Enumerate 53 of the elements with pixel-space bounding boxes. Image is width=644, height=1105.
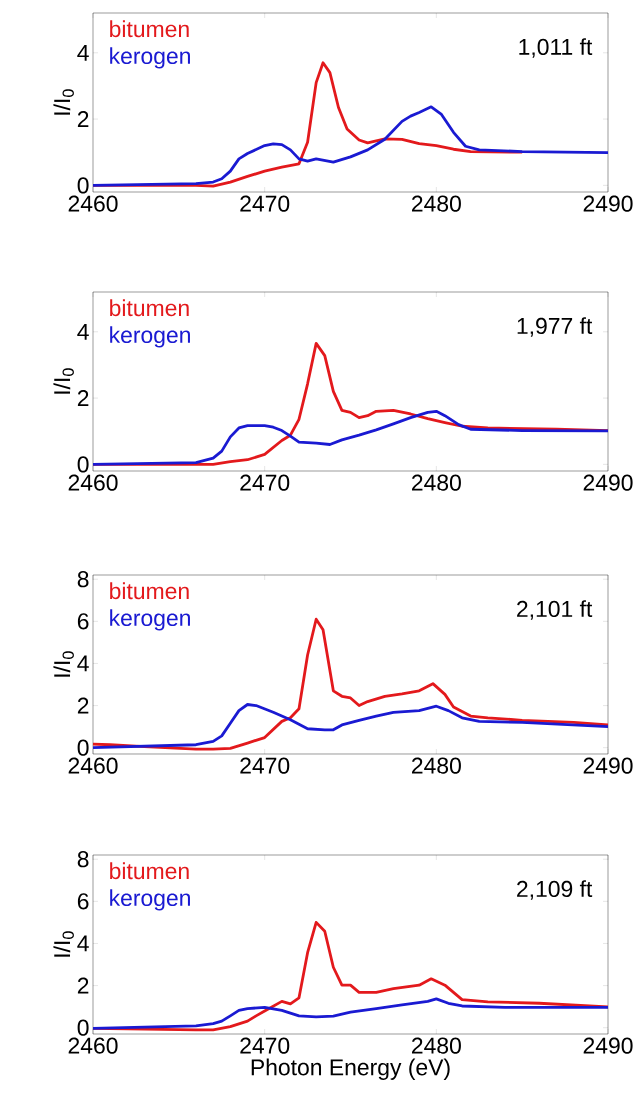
y-axis-title: I/I$_{0}$ <box>53 368 74 394</box>
annotation: 1,977 ft <box>517 317 593 337</box>
y-tick-label: 0 <box>77 177 89 194</box>
y-tick-label: 4 <box>77 655 89 672</box>
x-tick-label: 2490 <box>583 195 633 212</box>
x-tick-label: 2460 <box>68 474 118 491</box>
text: bitumen <box>110 862 189 880</box>
x-tick-label: 2480 <box>412 757 461 774</box>
y-tick-label: 0 <box>77 456 89 473</box>
x-tick-label: 2460 <box>68 1037 118 1054</box>
annotation: 1,011 ft <box>519 38 593 58</box>
y-tick-label: 6 <box>77 893 89 910</box>
y-tick-label: 2 <box>77 390 89 407</box>
x-tick-label: 2460 <box>68 195 118 212</box>
x-tick-label: 2490 <box>583 474 633 491</box>
y-axis-title: I/I$_{0}$ <box>53 651 74 677</box>
y-tick-label: 2 <box>77 977 89 994</box>
line-series <box>93 703 609 750</box>
x-tick-label: 2470 <box>240 757 290 774</box>
x-tick-label: 2470 <box>240 195 290 212</box>
y-tick-label: 0 <box>77 1019 89 1036</box>
text: kerogen <box>110 326 190 348</box>
y-tick-label: 4 <box>77 323 89 340</box>
y-tick-label: 0 <box>77 739 89 756</box>
y-tick-label: 6 <box>77 613 89 630</box>
y-axis-title: I/I$_{0}$ <box>53 89 74 115</box>
y-tick-label: 2 <box>77 111 89 128</box>
y-tick-label: 4 <box>77 44 89 61</box>
line-series <box>93 997 609 1030</box>
text: kerogen <box>110 889 190 911</box>
x-axis-title: Photon Energy (eV) <box>251 1058 450 1080</box>
x-tick-label: 2490 <box>583 1037 633 1054</box>
annotation: 2,101 ft <box>517 600 593 620</box>
x-tick-label: 2470 <box>240 1037 290 1054</box>
text: bitumen <box>110 582 189 600</box>
y-tick-label: 8 <box>77 571 89 588</box>
y-axis-title: I/I$_{0}$ <box>53 931 74 957</box>
x-tick-label: 2490 <box>583 757 633 774</box>
x-tick-label: 2470 <box>240 474 290 491</box>
y-tick-label: 8 <box>77 851 89 868</box>
x-tick-label: 2480 <box>412 1037 461 1054</box>
line-series <box>93 105 609 187</box>
y-tick-label: 2 <box>77 697 89 714</box>
text: bitumen <box>110 299 189 317</box>
text: kerogen <box>110 47 190 69</box>
text: kerogen <box>110 609 190 631</box>
x-tick-label: 2480 <box>412 195 461 212</box>
line-series <box>93 409 609 466</box>
x-tick-label: 2480 <box>412 474 461 491</box>
y-tick-label: 4 <box>77 935 89 952</box>
x-tick-label: 2460 <box>68 757 118 774</box>
text: bitumen <box>110 20 189 38</box>
annotation: 2,109 ft <box>517 880 593 900</box>
